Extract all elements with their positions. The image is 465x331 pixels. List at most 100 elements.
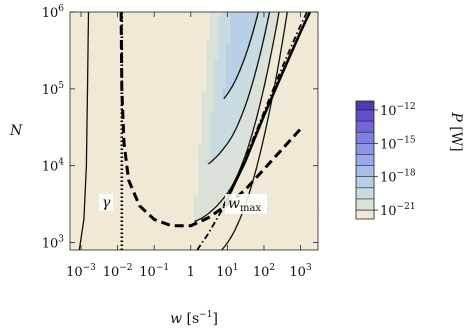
- contour-cell: [82, 150, 87, 156]
- contour-cell: [314, 238, 318, 243]
- contour-cell: [282, 190, 287, 196]
- contour-cell: [166, 79, 171, 84]
- contour-cell: [250, 238, 255, 243]
- contour-cell: [150, 146, 155, 152]
- contour-cell: [258, 107, 263, 112]
- contour-cell: [94, 127, 99, 132]
- contour-cell: [250, 119, 255, 124]
- contour-cell: [82, 170, 87, 176]
- contour-cell: [274, 238, 279, 243]
- contour-cell: [186, 202, 191, 207]
- contour-cell: [158, 79, 163, 84]
- contour-cell: [230, 107, 235, 112]
- contour-cell: [294, 23, 299, 29]
- colorbar-swatch: [356, 210, 374, 219]
- contour-cell: [298, 19, 303, 25]
- contour-cell: [274, 103, 279, 108]
- contour-cell: [146, 23, 151, 29]
- contour-cell: [118, 178, 123, 184]
- contour-cell: [258, 63, 263, 69]
- contour-cell: [218, 119, 223, 124]
- contour-cell: [310, 43, 315, 49]
- contour-cell: [90, 170, 95, 176]
- contour-cell: [166, 127, 171, 132]
- contour-cell: [114, 103, 119, 108]
- contour-cell: [274, 242, 279, 247]
- contour-cell: [182, 198, 187, 203]
- contour-cell: [146, 127, 151, 132]
- contour-cell: [226, 146, 231, 152]
- contour-cell: [74, 35, 79, 41]
- contour-cell: [114, 47, 119, 53]
- contour-cell: [242, 186, 247, 192]
- contour-cell: [98, 47, 103, 53]
- contour-cell: [118, 230, 123, 235]
- contour-cell: [298, 111, 303, 116]
- contour-cell: [146, 35, 151, 41]
- contour-cell: [106, 142, 111, 148]
- contour-cell: [94, 138, 99, 144]
- contour-cell: [286, 87, 291, 92]
- contour-cell: [290, 51, 295, 57]
- contour-cell: [174, 194, 179, 200]
- colorbar-swatch: [356, 154, 374, 166]
- contour-cell: [198, 79, 203, 84]
- contour-cell: [106, 210, 111, 215]
- contour-cell: [118, 222, 123, 227]
- contour-cell: [118, 115, 123, 120]
- contour-cell: [194, 178, 199, 184]
- contour-cell: [174, 202, 179, 207]
- contour-cell: [238, 107, 243, 112]
- contour-cell: [282, 47, 287, 53]
- contour-cell: [258, 138, 263, 144]
- contour-cell: [254, 111, 259, 116]
- contour-cell: [142, 190, 147, 196]
- contour-cell: [206, 83, 211, 88]
- contour-cell: [150, 107, 155, 112]
- contour-cell: [78, 95, 83, 100]
- contour-cell: [270, 134, 275, 140]
- contour-cell: [214, 158, 219, 164]
- contour-cell: [278, 210, 283, 215]
- contour-cell: [174, 19, 179, 25]
- contour-cell: [178, 111, 183, 116]
- contour-cell: [122, 31, 127, 37]
- contour-cell: [186, 47, 191, 53]
- contour-cell: [258, 214, 263, 219]
- contour-cell: [118, 154, 123, 160]
- contour-cell: [190, 158, 195, 164]
- contour-cell: [274, 138, 279, 144]
- contour-cell: [106, 55, 111, 61]
- contour-cell: [222, 59, 227, 65]
- contour-cell: [214, 242, 219, 247]
- contour-cell: [222, 218, 227, 223]
- contour-cell: [150, 246, 155, 250]
- contour-cell: [290, 15, 295, 21]
- contour-cell: [290, 190, 295, 196]
- contour-cell: [70, 75, 75, 81]
- contour-cell: [242, 234, 247, 239]
- contour-cell: [238, 19, 243, 25]
- contour-cell: [202, 162, 207, 168]
- contour-cell: [106, 67, 111, 73]
- contour-cell: [222, 150, 227, 156]
- contour-cell: [302, 55, 307, 61]
- contour-cell: [178, 95, 183, 100]
- contour-cell: [158, 91, 163, 96]
- contour-cell: [222, 186, 227, 192]
- contour-cell: [198, 15, 203, 21]
- contour-cell: [254, 55, 259, 61]
- contour-cell: [238, 242, 243, 247]
- contour-cell: [130, 238, 135, 243]
- contour-cell: [206, 115, 211, 120]
- contour-cell: [110, 35, 115, 41]
- contour-cell: [138, 194, 143, 200]
- contour-cell: [78, 55, 83, 61]
- contour-cell: [242, 99, 247, 104]
- contour-cell: [78, 31, 83, 37]
- contour-cell: [94, 246, 99, 250]
- contour-cell: [78, 19, 83, 25]
- contour-cell: [274, 194, 279, 200]
- contour-cell: [170, 198, 175, 203]
- contour-cell: [174, 138, 179, 144]
